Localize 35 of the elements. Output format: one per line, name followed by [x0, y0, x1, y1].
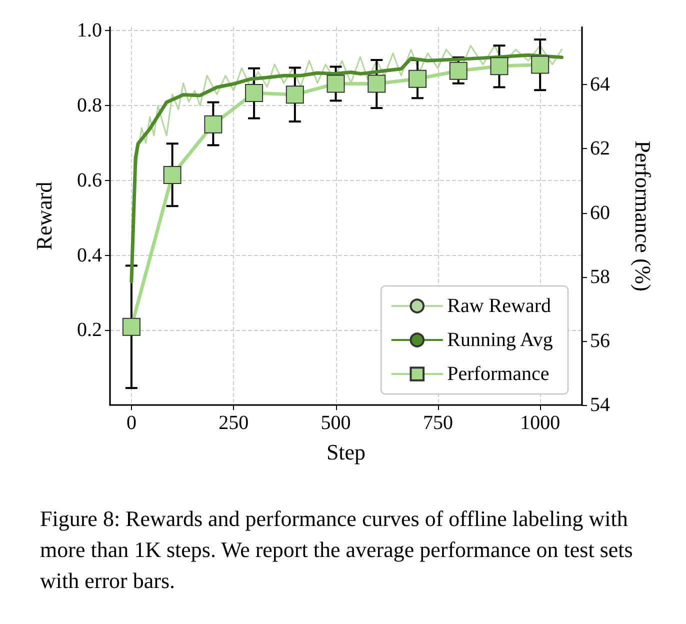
point: [245, 84, 264, 102]
point: [531, 56, 550, 74]
y-tick-label: 1.0: [77, 20, 102, 42]
legend-label: Running Avg: [447, 329, 553, 351]
y-tick-label: 0.4: [77, 244, 102, 266]
y2-tick-label: 60: [590, 202, 610, 224]
y-tick-label: 0.6: [77, 169, 102, 192]
x-axis-title: Step: [326, 440, 366, 464]
legend-label: Raw Reward: [447, 295, 552, 317]
y2-tick-label: 64: [590, 74, 610, 96]
legend-label: Performance: [447, 363, 550, 385]
caption: Figure 8: Rewards and performance curves of offline labeling with more than 1K steps. We report the average performance on test sets with error bars.: [40, 506, 638, 593]
y-tick-label: 0.8: [77, 94, 102, 117]
y2-tick-label: 58: [590, 266, 610, 288]
x-tick-label: 1000: [520, 412, 560, 434]
y2-axis-title: Performance (%): [630, 140, 656, 292]
y2-tick-label: 56: [590, 330, 610, 352]
x-tick-label: 0: [126, 412, 136, 434]
y2-tick-label: 54: [590, 394, 610, 416]
point: [204, 115, 222, 134]
point: [408, 70, 427, 88]
point: [122, 318, 140, 336]
x-tick-label: 750: [422, 412, 453, 434]
line-series: [130, 53, 564, 284]
point: [490, 57, 508, 76]
point: [286, 86, 304, 104]
y-axis-title: Reward: [32, 182, 56, 250]
point: [326, 74, 345, 93]
point: [368, 74, 386, 93]
point: [449, 62, 468, 80]
x-tick-label: 250: [218, 412, 249, 434]
y2-tick-label: 62: [590, 138, 610, 160]
x-tick-label: 500: [320, 412, 351, 434]
y-tick-label: 0.2: [77, 319, 102, 342]
point: [163, 166, 182, 184]
